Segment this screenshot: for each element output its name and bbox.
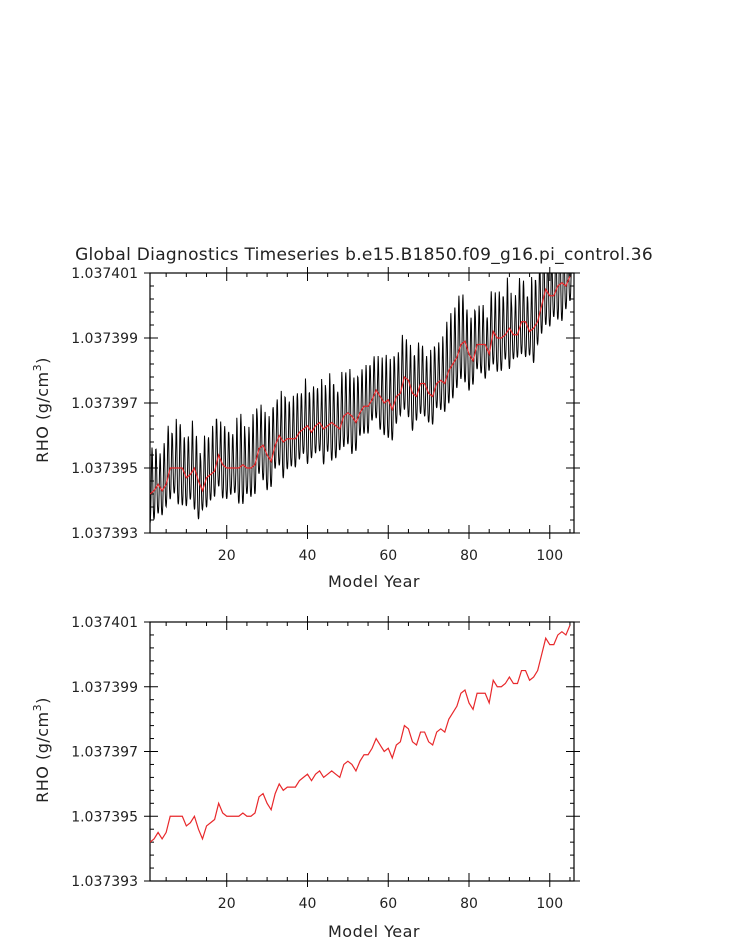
y-axis-label-superscript: 3	[31, 364, 44, 372]
x-tick-label: 60	[379, 548, 397, 564]
chart-title: Global Diagnostics Timeseries b.e15.B185…	[75, 245, 653, 265]
y-axis-label-close: )	[33, 357, 52, 364]
y-tick-label: 1.037393	[71, 526, 138, 542]
y-axis-label-main: RHO (g/cm	[33, 711, 52, 803]
x-tick-label: 20	[218, 548, 236, 564]
y-tick-label: 1.037395	[71, 809, 138, 825]
y-tick-label: 1.037397	[71, 396, 138, 412]
bottom-panel: 20 40 60 80 100 1.037393 1.037395 1.037397 1.037…	[31, 615, 580, 941]
y-tick-label: 1.037399	[71, 331, 138, 347]
y-tick-label: 1.037395	[71, 461, 138, 477]
x-tick-label: 80	[460, 548, 478, 564]
x-tick-label: 60	[379, 896, 397, 912]
y-tick-label: 1.037401	[71, 615, 138, 631]
plot-frame	[149, 621, 575, 882]
y-axis-label: RHO (g/cm3)	[31, 697, 52, 803]
x-tick-label: 100	[536, 896, 563, 912]
y-tick-label: 1.037397	[71, 745, 138, 761]
x-tick-label: 20	[218, 896, 236, 912]
y-axis-label-main: RHO (g/cm	[33, 371, 52, 463]
x-tick-label: 100	[536, 548, 563, 564]
y-axis-label-superscript: 3	[31, 704, 44, 712]
annual-mean-series-line	[150, 276, 571, 495]
x-tick-label: 40	[299, 896, 317, 912]
monthly-series-line	[150, 273, 572, 524]
y-tick-label: 1.037399	[71, 680, 138, 696]
x-tick-label: 40	[299, 548, 317, 564]
annual-mean-series-line	[150, 625, 571, 843]
x-tick-label: 80	[460, 896, 478, 912]
x-axis-label: Model Year	[328, 572, 420, 591]
y-axis-label-close: )	[33, 697, 52, 704]
x-axis-label: Model Year	[328, 922, 420, 941]
y-tick-label: 1.037393	[71, 874, 138, 890]
y-tick-label: 1.037401	[71, 266, 138, 282]
y-axis-label: RHO (g/cm3)	[31, 357, 52, 463]
top-panel: 20 40 60 80 100 1.037393 1.037395 1.037397 1.037…	[31, 266, 580, 591]
